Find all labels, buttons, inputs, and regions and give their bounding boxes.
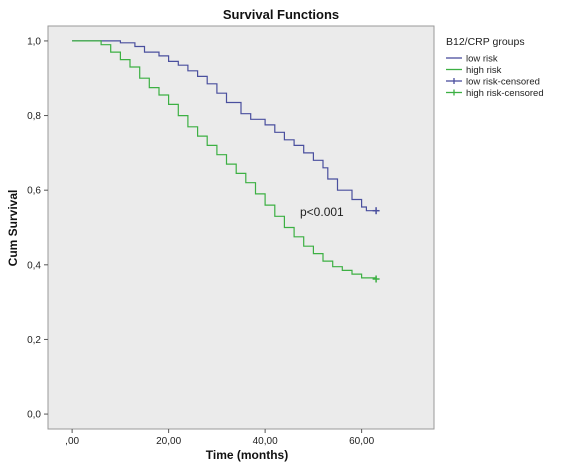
x-tick-label: ,00 [65, 436, 79, 447]
x-tick-label: 40,00 [253, 436, 278, 447]
series-line-low-risk [72, 40, 377, 212]
p-value-annotation: p<0.001 [300, 205, 344, 219]
y-tick-label: 0,0 [27, 410, 41, 421]
legend-entry: high risk [446, 65, 502, 76]
legend-label: low risk-censored [466, 77, 540, 88]
y-tick-label: 0,2 [27, 335, 41, 346]
legend-entry: low risk [446, 54, 498, 65]
y-tick-label: 0,4 [27, 260, 41, 271]
y-axis: 0,0 0,2 0,4 0,6 0,8 1,0 [27, 36, 48, 421]
legend-label: high risk [466, 65, 502, 76]
legend-entry: high risk-censored [446, 88, 544, 99]
x-axis: ,00 20,00 40,00 60,00 [65, 429, 375, 447]
legend-label: low risk [466, 54, 498, 65]
series-layer [72, 40, 377, 279]
plot-area [47, 25, 435, 430]
y-tick-label: 0,8 [27, 111, 41, 122]
series-line-high-risk [72, 40, 377, 279]
y-tick-label: 0,6 [27, 186, 41, 197]
censor-layer [372, 207, 380, 283]
censor-marker-high-risk [372, 275, 380, 283]
x-tick-label: 60,00 [349, 436, 374, 447]
censor-marker-low-risk [372, 207, 380, 215]
legend-entry: low risk-censored [446, 77, 540, 88]
y-axis-title: Cum Survival [6, 190, 20, 267]
legend-title: B12/CRP groups [446, 36, 525, 48]
y-tick-label: 1,0 [27, 36, 41, 47]
chart-title: Survival Functions [223, 7, 339, 22]
x-axis-title: Time (months) [206, 448, 288, 462]
legend-label: high risk-censored [466, 88, 544, 99]
x-tick-label: 20,00 [156, 436, 181, 447]
